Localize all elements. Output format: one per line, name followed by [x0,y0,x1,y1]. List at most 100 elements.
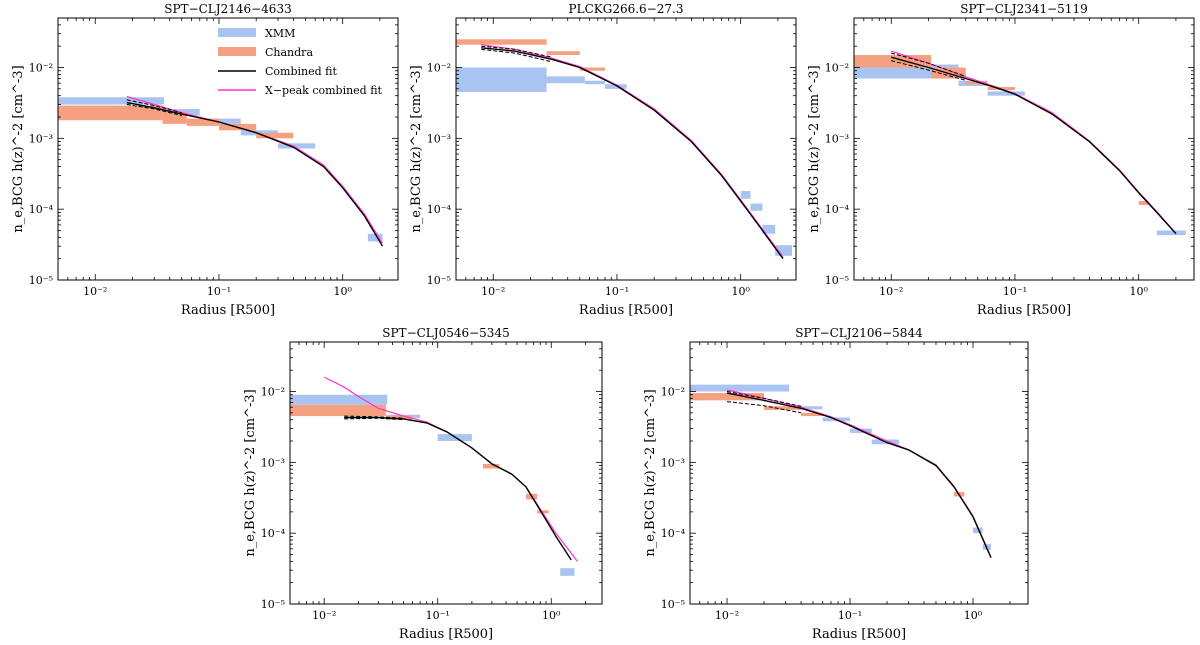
xmm-bin [546,76,585,84]
fit-upper-bound [891,52,966,77]
y-tick-label: 10⁻³ [825,132,849,145]
chandra-bin [58,105,163,121]
chart-panel-5: 10⁻² 10⁻¹ 10⁰ 10⁻⁵ 10⁻⁴ 10⁻³ 10⁻² SPT−CLJ2106−5… [643,326,1029,642]
x-tick-label: 10⁰ [731,285,750,298]
chart-panel-4: 10⁻² 10⁻¹ 10⁰ 10⁻⁵ 10⁻⁴ 10⁻³ 10⁻² SPT−CLJ0546−5… [243,326,603,642]
y-axis-label: n_e,BCG h(z)^-2 [cm^-3] [11,65,26,232]
plot-area [690,384,992,558]
x-tick-label: 10⁻¹ [1003,285,1027,298]
xmm-bin [277,143,316,149]
plot-area [290,376,578,576]
chandra-bin [482,463,500,469]
x-tick-label: 10⁰ [333,285,352,298]
y-axis-label: n_e,BCG h(z)^-2 [cm^-3] [807,65,822,232]
chandra-bin [186,118,219,126]
x-axis-label: Radius [R500] [812,627,906,642]
xmm-bin [740,191,751,199]
xmm-bin [199,118,241,124]
xmm-bin [456,67,547,93]
y-tick-label: 10⁻⁵ [29,274,53,287]
chandra-bin [801,412,823,417]
y-tick-label: 10⁻⁵ [661,598,685,611]
fit-upper-bound [126,99,182,114]
x-tick-label: 10⁻² [481,285,505,298]
y-axis-label: n_e,BCG h(z)^-2 [cm^-3] [643,389,658,556]
y-tick-label: 10⁻⁵ [427,274,451,287]
chandra-bin [965,81,988,85]
y-tick-label: 10⁻² [427,62,451,75]
x-tick-label: 10⁻² [879,285,903,298]
y-tick-label: 10⁻² [29,62,53,75]
chart-panel-3: 10⁻² 10⁻¹ 10⁰ 10⁻⁵ 10⁻⁴ 10⁻³ 10⁻² SPT−CLJ2341−5… [807,2,1195,318]
chart-title: SPT−CLJ2106−5844 [795,326,923,340]
xmm-bin [560,568,575,576]
x-tick-label: 10⁻¹ [207,285,231,298]
chart-title: SPT−CLJ0546−5345 [382,326,509,340]
x-tick-label: 10⁻¹ [426,609,450,622]
legend-label: Combined fit [265,65,337,78]
axes-frame [57,17,399,281]
chart-panel-2: 10⁻² 10⁻¹ 10⁰ 10⁻⁵ 10⁻⁴ 10⁻³ 10⁻² PLCKG266.6−27… [409,2,797,318]
x-tick-label: 10⁻² [312,609,336,622]
xmm-bin [690,384,790,392]
y-tick-label: 10⁻⁴ [261,527,286,540]
combined-fit-line [891,56,1177,235]
legend-label: Chandra [265,46,313,59]
chandra-bin [290,404,386,417]
xmm-bin [987,91,1025,96]
y-tick-label: 10⁻² [825,62,849,75]
y-axis-label: n_e,BCG h(z)^-2 [cm^-3] [243,389,258,556]
xpeak-fit-line [481,44,784,258]
chandra-bin [690,393,765,401]
y-tick-label: 10⁻⁴ [825,203,850,216]
y-tick-label: 10⁻³ [261,456,285,469]
legend: XMM Chandra Combined fit X−peak combined fi… [218,27,383,97]
xmm-bin [775,245,793,256]
chandra-bin [256,132,294,139]
fit-lower-bound [891,60,966,81]
x-tick-label: 10⁻¹ [605,285,629,298]
xmm-bin [762,224,776,234]
plot-area [854,50,1186,236]
fit-lower-bound [481,48,553,63]
chandra-bin [537,510,549,514]
chandra-bin [456,39,547,45]
xmm-bin [367,233,383,242]
chandra-bin [546,51,580,56]
x-axis-label: Radius [R500] [579,303,673,318]
chart-title: PLCKG266.6−27.3 [569,2,684,16]
plot-area [456,39,793,260]
xmm-bin [604,84,627,89]
chart-title: SPT−CLJ2146−4633 [164,2,291,16]
x-tick-label: 10⁰ [1129,285,1148,298]
xmm-bin [1156,230,1186,236]
combined-fit-line [726,392,992,558]
y-tick-label: 10⁻⁴ [29,203,54,216]
x-tick-label: 10⁻² [715,609,739,622]
y-tick-label: 10⁻⁴ [427,203,452,216]
fit-upper-bound [344,415,404,419]
fit-lower-bound [126,104,182,116]
x-tick-label: 10⁰ [542,609,561,622]
y-tick-label: 10⁻² [661,386,685,399]
y-tick-label: 10⁻⁵ [261,598,285,611]
fit-lower-bound [344,417,404,421]
xmm-bin [290,394,388,405]
fit-upper-bound [726,391,802,407]
y-axis-label: n_e,BCG h(z)^-2 [cm^-3] [409,65,424,232]
combined-fit-line [344,416,572,561]
y-tick-label: 10⁻³ [29,132,53,145]
fit-lower-bound [726,401,802,414]
fit-upper-bound [481,45,553,58]
x-axis-label: Radius [R500] [399,627,493,642]
legend-swatch [218,28,256,37]
axes-frame [289,341,603,605]
legend-label: X−peak combined fit [265,84,383,97]
y-tick-label: 10⁻⁵ [825,274,849,287]
y-tick-label: 10⁻² [261,386,285,399]
chart-panel-1: 10⁻² 10⁻¹ 10⁰ 10⁻⁵ 10⁻⁴ 10⁻³ 10⁻² SPT−CLJ2146−4… [11,2,399,318]
y-tick-label: 10⁻⁴ [661,527,686,540]
legend-swatch [218,47,256,56]
chandra-bin [764,406,802,410]
